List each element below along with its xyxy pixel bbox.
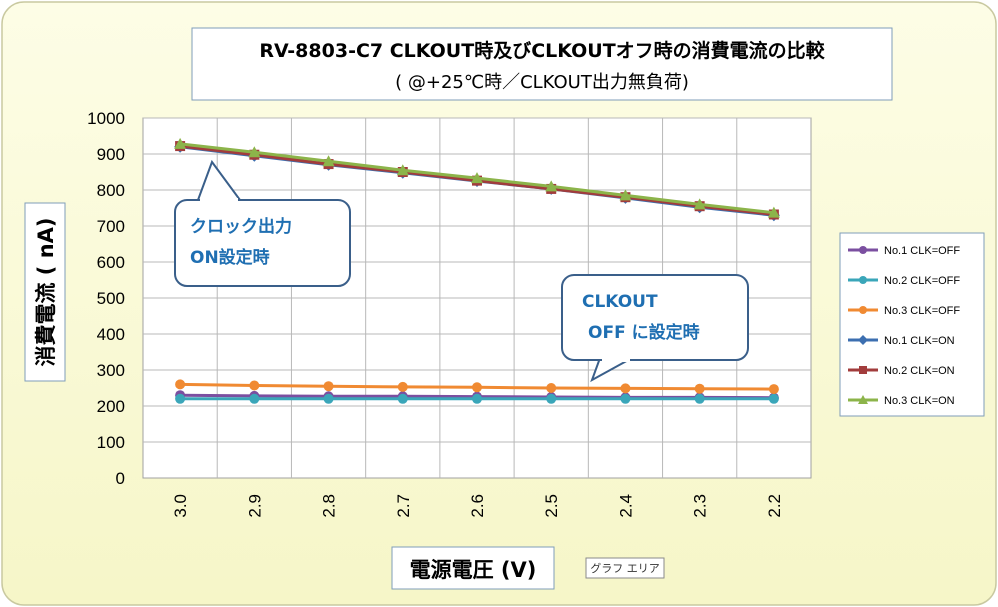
data-point <box>859 246 867 254</box>
data-point <box>174 137 187 149</box>
data-point <box>693 198 706 210</box>
data-point <box>175 393 186 404</box>
y-tick-label: 400 <box>97 325 125 344</box>
x-tick-label: 2.5 <box>542 494 561 518</box>
y-tick-label: 500 <box>97 289 125 308</box>
y-tick-label: 700 <box>97 217 125 236</box>
tooltip-box <box>585 557 665 579</box>
data-point <box>175 379 186 390</box>
data-point <box>619 189 632 201</box>
callout-off: CLKOUT OFF に設定時 <box>561 274 749 383</box>
data-point <box>859 276 867 284</box>
x-axis-label-box <box>391 546 555 590</box>
x-tick-label: 2.3 <box>691 494 710 518</box>
x-tick-label: 2.6 <box>468 494 487 518</box>
tooltip-label: グラフ エリア <box>590 561 660 575</box>
callout-on: クロック出力 ON設定時 <box>174 159 351 287</box>
x-tick-label: 2.2 <box>765 494 784 518</box>
x-tick-label: 3.0 <box>171 494 190 518</box>
y-axis-ticks: 0 100 200 300 400 500 600 700 800 900 1000 <box>87 109 125 488</box>
data-point <box>694 393 705 404</box>
data-point <box>323 381 334 392</box>
y-tick-label: 600 <box>97 253 125 272</box>
y-tick-label: 200 <box>97 397 125 416</box>
y-tick-label: 1000 <box>87 109 125 128</box>
legend-item: No.3 CLK=ON <box>848 395 955 407</box>
legend-label: No.3 CLK=ON <box>884 395 955 407</box>
title-box <box>191 27 893 101</box>
y-tick-label: 0 <box>116 469 125 488</box>
data-point <box>694 383 705 394</box>
legend-label: No.1 CLK=ON <box>884 335 955 347</box>
data-point <box>858 335 868 345</box>
series-group <box>174 137 780 404</box>
series-2 <box>175 393 779 404</box>
data-point <box>322 155 335 167</box>
legend-item: No.3 CLK=OFF <box>848 305 960 317</box>
legend-label: No.2 CLK=ON <box>884 365 955 377</box>
data-point <box>768 384 779 395</box>
legend-item: No.1 CLK=ON <box>848 335 955 347</box>
data-point <box>858 395 868 404</box>
data-point <box>249 393 260 404</box>
data-point <box>768 393 779 404</box>
x-tick-label: 2.7 <box>394 494 413 518</box>
data-point <box>249 380 260 391</box>
data-point <box>472 382 482 393</box>
data-point <box>323 393 334 404</box>
legend-item: No.2 CLK=OFF <box>848 275 960 287</box>
chart-title: RV-8803-C7 CLKOUT時及びCLKOUTオフ時の消費電流の比較 <box>259 39 825 62</box>
y-axis-label-box <box>24 202 66 382</box>
series-3 <box>175 379 779 395</box>
y-tick-label: 100 <box>97 433 125 452</box>
x-tick-label: 2.4 <box>616 494 635 518</box>
data-point <box>859 366 867 374</box>
callout-on-line1: クロック出力 <box>190 216 292 237</box>
legend-item: No.1 CLK=OFF <box>848 245 960 257</box>
y-tick-label: 900 <box>97 145 125 164</box>
chart-subtitle: ( @+25℃時／CLKOUT出力無負荷) <box>395 72 689 93</box>
x-tick-label: 2.9 <box>245 494 264 518</box>
x-axis-ticks: 3.0 2.9 2.8 2.7 2.6 2.5 2.4 2.3 2.2 <box>171 494 784 518</box>
data-point <box>546 383 557 393</box>
legend-box <box>839 232 985 417</box>
data-point <box>397 381 408 392</box>
data-point <box>471 172 483 184</box>
x-tick-label: 2.8 <box>320 494 339 518</box>
callout-off-line1: CLKOUT <box>582 292 658 312</box>
y-tick-label: 800 <box>97 181 125 200</box>
legend-label: No.2 CLK=OFF <box>884 275 960 287</box>
legend: No.1 CLK=OFF No.2 CLK=OFF No.3 CLK=OFF No.1… <box>848 245 960 407</box>
y-axis-label: 消費電流 ( nA) <box>34 217 58 366</box>
y-tick-label: 300 <box>97 361 125 380</box>
data-point <box>545 180 558 192</box>
callout-off-line2: OFF に設定時 <box>588 322 700 343</box>
legend-item: No.2 CLK=ON <box>848 365 955 377</box>
callout-on-line2: ON設定時 <box>190 247 270 268</box>
data-point <box>620 393 631 404</box>
data-point <box>397 393 408 404</box>
data-point <box>859 306 867 314</box>
legend-label: No.1 CLK=OFF <box>884 245 960 257</box>
data-point <box>396 164 409 176</box>
data-point <box>767 206 780 218</box>
data-point <box>472 393 482 404</box>
series-6 <box>174 137 780 218</box>
data-point <box>546 393 557 404</box>
x-axis-label: 電源電圧 (V) <box>410 558 537 582</box>
data-point <box>620 383 631 394</box>
data-point <box>248 146 261 158</box>
legend-label: No.3 CLK=OFF <box>884 305 960 317</box>
